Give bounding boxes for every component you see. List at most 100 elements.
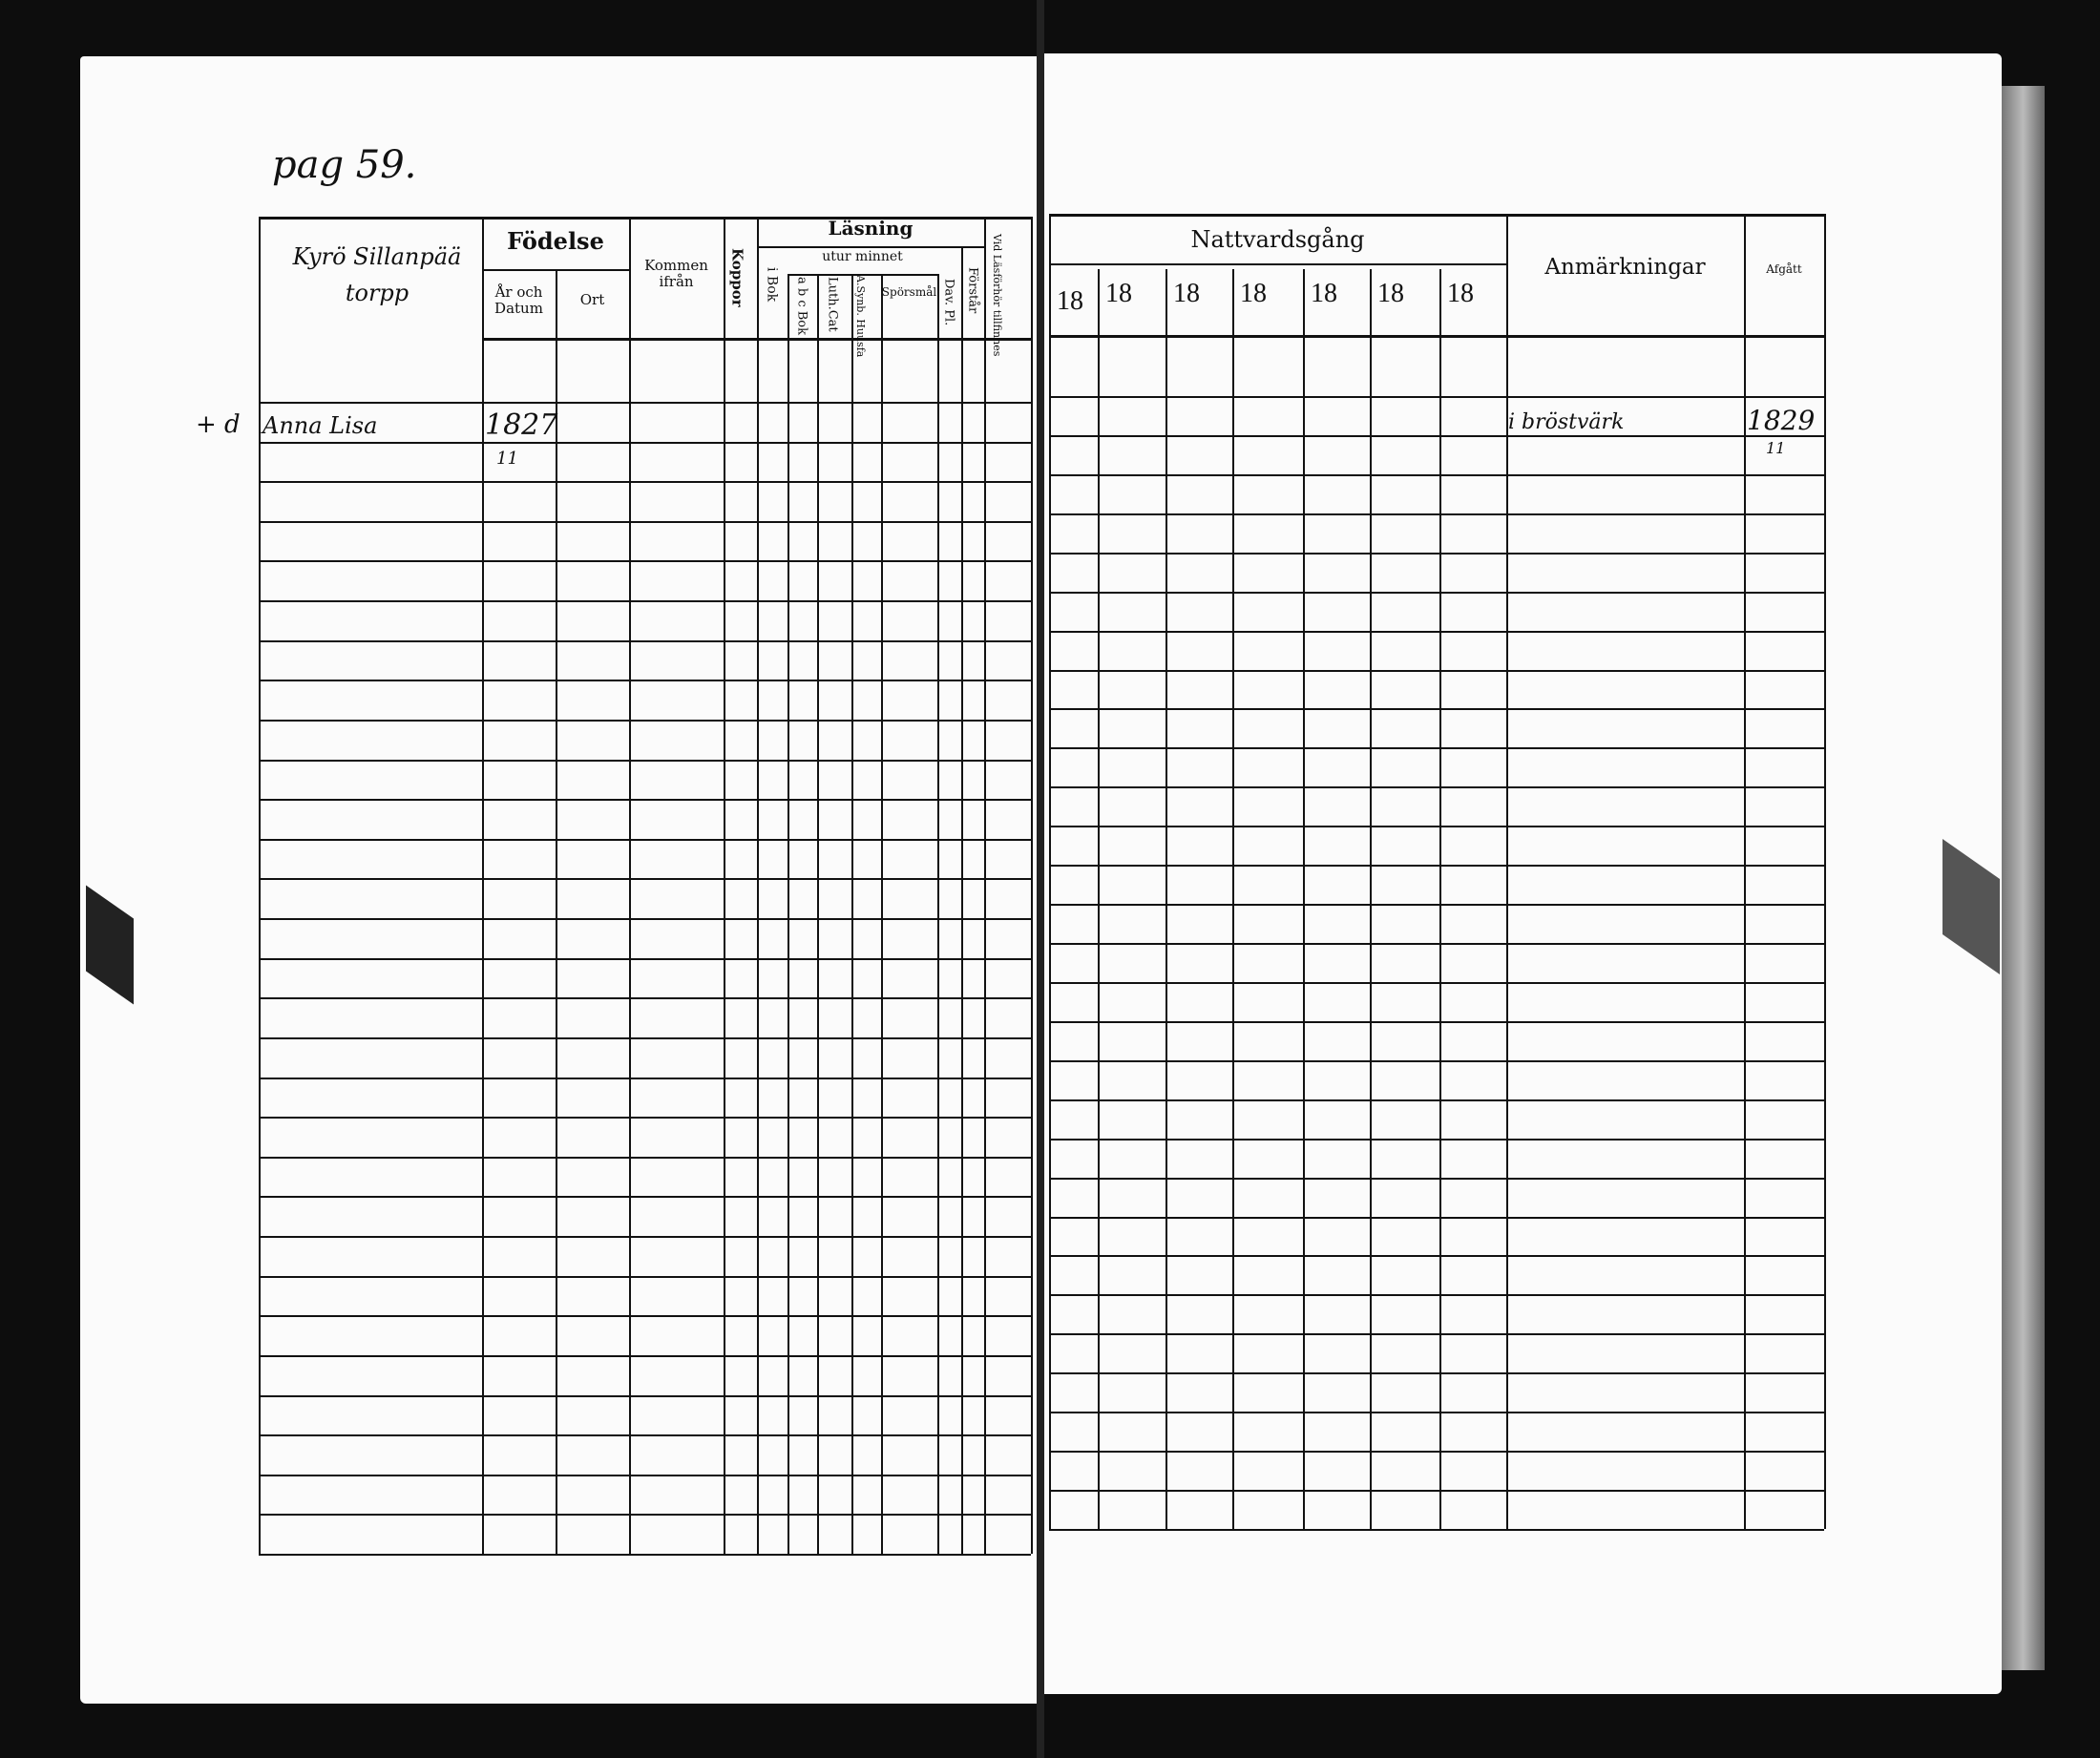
table-row-line [1049, 786, 1824, 788]
table-row-line [259, 1475, 1031, 1476]
table-row-line [1049, 904, 1824, 906]
table-row-line [1049, 1021, 1824, 1023]
column-line [482, 217, 484, 1554]
header-vid-lasforhor: Vid Läsförhör tillfinnes [991, 234, 1004, 357]
header-sporsmal: Spörsmål [881, 285, 937, 299]
table-row-line [259, 799, 1031, 801]
rule-nattvardsgang [1049, 263, 1506, 265]
header-a-synb-huusfa: A.Synb. Huusfa [854, 275, 868, 358]
table-row-line [1049, 592, 1824, 594]
table-row-line [259, 1554, 1031, 1556]
table-row-line [1049, 1372, 1824, 1374]
entry-remark: i bröstvärk [1508, 410, 1625, 434]
header-lasning: Läsning [828, 217, 914, 240]
table-row-line [1049, 865, 1824, 867]
header-dav-pl: Dav. Pl. [941, 279, 956, 326]
column-line [788, 274, 789, 1554]
table-row-line [259, 1037, 1031, 1039]
column-line [1098, 269, 1100, 1529]
header-year-3: 18 [1240, 279, 1267, 308]
table-row-line [1049, 708, 1824, 710]
header-bottom-rule [1049, 335, 1824, 338]
table-row-line [1049, 513, 1824, 515]
header-year-5: 18 [1377, 279, 1404, 308]
table-row-line [1049, 631, 1824, 633]
book-spine [1037, 0, 1044, 1758]
column-line [817, 274, 819, 1554]
column-line [1439, 269, 1441, 1529]
entry-departure-day: 11 [1766, 439, 1786, 457]
header-afgatt: Afgått [1766, 262, 1802, 276]
table-row-line [259, 1196, 1031, 1198]
header-ar-och-datum: År och Datum [494, 283, 543, 317]
table-row-line [1049, 435, 1824, 437]
column-line [1031, 217, 1033, 1554]
table-row-line [259, 1236, 1031, 1238]
header-kommen-ifran: Kommen ifrån [644, 257, 708, 290]
header-ort: Ort [579, 291, 605, 308]
header-year-4: 18 [1311, 279, 1337, 308]
entry-birth-day: 11 [496, 449, 518, 469]
table-row-line [1049, 1178, 1824, 1180]
right-page [1041, 53, 2002, 1694]
table-row-line [259, 720, 1031, 722]
table-row-line [259, 680, 1031, 681]
column-line [984, 217, 986, 1554]
rule-utur-minnet [788, 274, 937, 276]
table-row-line [1049, 747, 1824, 749]
table-row-line [1049, 1451, 1824, 1453]
column-line [259, 217, 261, 1554]
header-bottom-rule [482, 338, 1031, 341]
entry-birth-year: 1827 [485, 408, 558, 442]
column-line [881, 274, 883, 1554]
table-row-line [1049, 826, 1824, 827]
left-page [80, 56, 1038, 1704]
table-row-line [1049, 553, 1824, 555]
table-row-line [1049, 943, 1824, 945]
header-anmarkningar: Anmärkningar [1544, 255, 1706, 280]
table-row-line [259, 878, 1031, 880]
column-line [757, 217, 759, 1554]
entry-mark: + d [196, 410, 241, 439]
header-year-1: 18 [1105, 279, 1132, 308]
header-koppor: Koppor [728, 248, 746, 307]
column-line [1370, 269, 1372, 1529]
table-top-rule [259, 217, 1031, 220]
header-year-2: 18 [1173, 279, 1200, 308]
column-line [937, 274, 939, 1554]
table-row-line [259, 402, 1031, 404]
table-row-line [1049, 982, 1824, 984]
table-row-line [1049, 1060, 1824, 1062]
rule-lasning [757, 246, 984, 248]
column-line [629, 217, 631, 1554]
page-note: pag 59. [272, 143, 417, 187]
table-row-line [1049, 1412, 1824, 1413]
column-line [1506, 214, 1508, 1529]
table-row-line [1049, 474, 1824, 476]
table-row-line [259, 839, 1031, 841]
name-header: Kyrö Sillanpää torpp [292, 243, 462, 307]
column-line [724, 217, 725, 1554]
table-row-line [1049, 1294, 1824, 1296]
table-row-line [1049, 1139, 1824, 1141]
table-row-line [259, 481, 1031, 483]
header-forstar: Förstår [965, 267, 980, 314]
header-utur-minnet: utur minnet [822, 249, 903, 264]
column-line [851, 274, 853, 1554]
table-row-line [259, 1514, 1031, 1516]
table-row-line [1049, 1217, 1824, 1219]
table-row-line [259, 760, 1031, 762]
table-row-line [259, 442, 1031, 444]
table-top-rule [1049, 214, 1824, 217]
table-row-line [259, 640, 1031, 642]
table-row-line [1049, 1333, 1824, 1335]
entry-departure-year: 1829 [1747, 405, 1816, 436]
table-row-line [259, 1434, 1031, 1436]
column-line [961, 246, 963, 1554]
header-fodelse: Födelse [507, 227, 604, 255]
entry-name: Anna Lisa [262, 412, 378, 439]
column-line [1303, 269, 1305, 1529]
table-row-line [259, 1117, 1031, 1119]
column-line [1232, 269, 1234, 1529]
table-row-line [1049, 670, 1824, 672]
